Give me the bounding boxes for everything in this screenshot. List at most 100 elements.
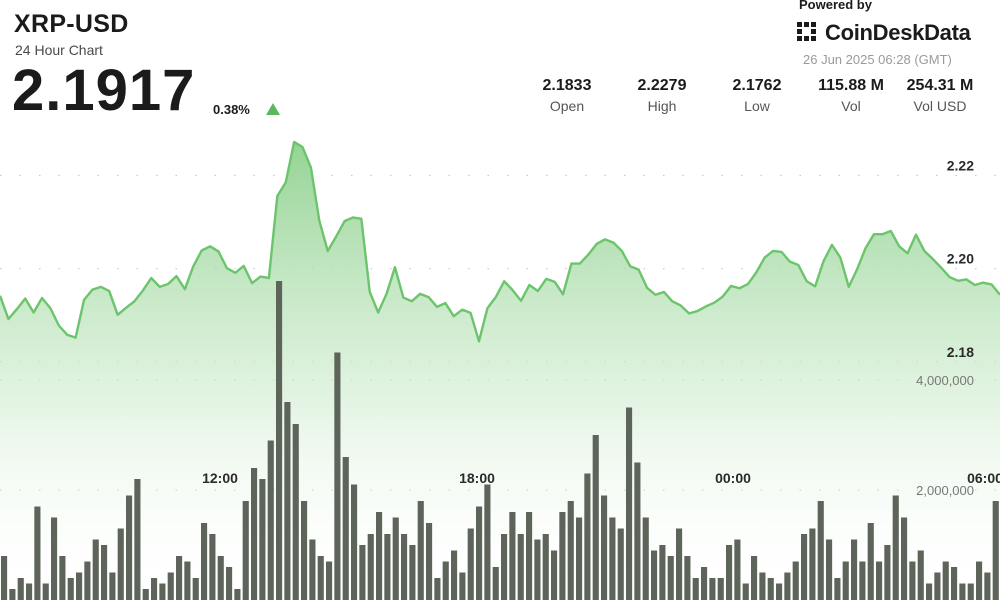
volume-bar <box>384 534 391 600</box>
stat-label: Vol <box>841 98 861 114</box>
volume-bar <box>267 440 274 600</box>
volume-bar <box>784 572 791 600</box>
volume-bar <box>601 495 608 600</box>
volume-bar <box>367 534 374 600</box>
volume-bar <box>84 561 91 600</box>
volume-tick-label: 4,000,000 <box>916 373 974 388</box>
volume-bar <box>909 561 916 600</box>
volume-bar <box>726 545 733 600</box>
brand-logo-link[interactable]: CoinDeskData <box>797 20 971 46</box>
volume-bar <box>251 468 258 600</box>
volume-bar <box>901 517 908 600</box>
volume-bar <box>126 495 133 600</box>
stat-value: 2.2279 <box>637 77 687 94</box>
volume-bar <box>217 556 224 600</box>
volume-bar <box>92 539 99 600</box>
price-area-fill <box>0 141 1000 600</box>
volume-bar <box>317 556 324 600</box>
volume-bar <box>617 528 624 600</box>
volume-bar <box>592 435 599 600</box>
price-tick-label: 2.18 <box>947 344 974 360</box>
volume-bar <box>326 561 333 600</box>
volume-bar <box>109 572 116 600</box>
volume-bar <box>801 534 808 600</box>
volume-bar <box>459 572 466 600</box>
volume-bar <box>9 589 16 600</box>
volume-bar <box>167 572 174 600</box>
up-arrow-icon <box>266 103 280 115</box>
volume-bar <box>484 484 491 600</box>
volume-bar <box>517 534 524 600</box>
volume-bar <box>701 567 708 600</box>
current-price: 2.1917 <box>12 58 196 123</box>
volume-bar <box>34 506 41 600</box>
volume-bar <box>976 561 983 600</box>
volume-bar <box>684 556 691 600</box>
stat-label: Open <box>549 98 585 114</box>
volume-bars <box>1 281 999 600</box>
time-tick-label: 00:00 <box>715 470 751 486</box>
volume-bar <box>826 539 833 600</box>
volume-bar <box>359 545 366 600</box>
volume-bar <box>292 424 299 600</box>
volume-bar <box>376 512 383 600</box>
volume-bar <box>792 561 799 600</box>
stat-value: 115.88 M <box>818 77 884 94</box>
axis-ticks: 2.22 2.20 2.18 4,000,000 2,000,000 12:00 18:00… <box>202 158 1000 499</box>
volume-bar <box>942 561 949 600</box>
volume-bar <box>201 523 208 600</box>
volume-bar <box>892 495 899 600</box>
stat-low: 2.1762 Low <box>712 77 802 114</box>
price-line <box>0 140 1000 343</box>
volume-bar <box>659 545 666 600</box>
volume-bar <box>709 578 716 600</box>
volume-bar <box>876 561 883 600</box>
timestamp: 26 Jun 2025 06:28 (GMT) <box>803 52 952 67</box>
volume-bar <box>984 572 991 600</box>
volume-bar <box>309 539 316 600</box>
volume-bar <box>442 561 449 600</box>
chart-subtitle: 24 Hour Chart <box>15 42 103 58</box>
volume-bar <box>951 567 958 600</box>
volume-bar <box>551 550 558 600</box>
volume-bar <box>409 545 416 600</box>
volume-bar <box>76 572 83 600</box>
volume-bar <box>776 583 783 600</box>
time-tick-label: 18:00 <box>459 470 495 486</box>
price-tick-label: 2.20 <box>947 251 974 267</box>
volume-tick-label: 2,000,000 <box>916 483 974 498</box>
volume-bar <box>992 501 999 600</box>
volume-bar <box>634 462 641 600</box>
volume-bar <box>609 517 616 600</box>
volume-bar <box>184 561 191 600</box>
coindesk-logo-icon <box>797 22 819 44</box>
powered-by-label: Powered by <box>799 0 872 12</box>
volume-bar <box>284 402 291 600</box>
volume-bar <box>534 539 541 600</box>
stat-value: 2.1833 <box>542 77 592 94</box>
time-tick-label: 12:00 <box>202 470 238 486</box>
volume-bar <box>142 589 149 600</box>
volume-bar <box>434 578 441 600</box>
symbol-title: XRP-USD <box>14 10 129 38</box>
price-tick-label: 2.22 <box>947 158 974 174</box>
volume-bar <box>867 523 874 600</box>
volume-bar <box>859 561 866 600</box>
volume-bar <box>209 534 216 600</box>
volume-bar <box>642 517 649 600</box>
volume-bar <box>926 583 933 600</box>
volume-bar <box>392 517 399 600</box>
volume-bar <box>342 457 349 600</box>
stat-open: 2.1833 Open <box>522 77 612 114</box>
volume-bar <box>26 583 33 600</box>
volume-bar <box>234 589 241 600</box>
price-change-percent: 0.38% <box>213 102 250 117</box>
volume-bar <box>159 583 166 600</box>
stat-value: 2.1762 <box>732 77 782 94</box>
volume-bar <box>59 556 66 600</box>
volume-bar <box>417 501 424 600</box>
volume-bar <box>559 512 566 600</box>
volume-bar <box>134 479 141 600</box>
stat-value: 254.31 M <box>906 77 974 94</box>
